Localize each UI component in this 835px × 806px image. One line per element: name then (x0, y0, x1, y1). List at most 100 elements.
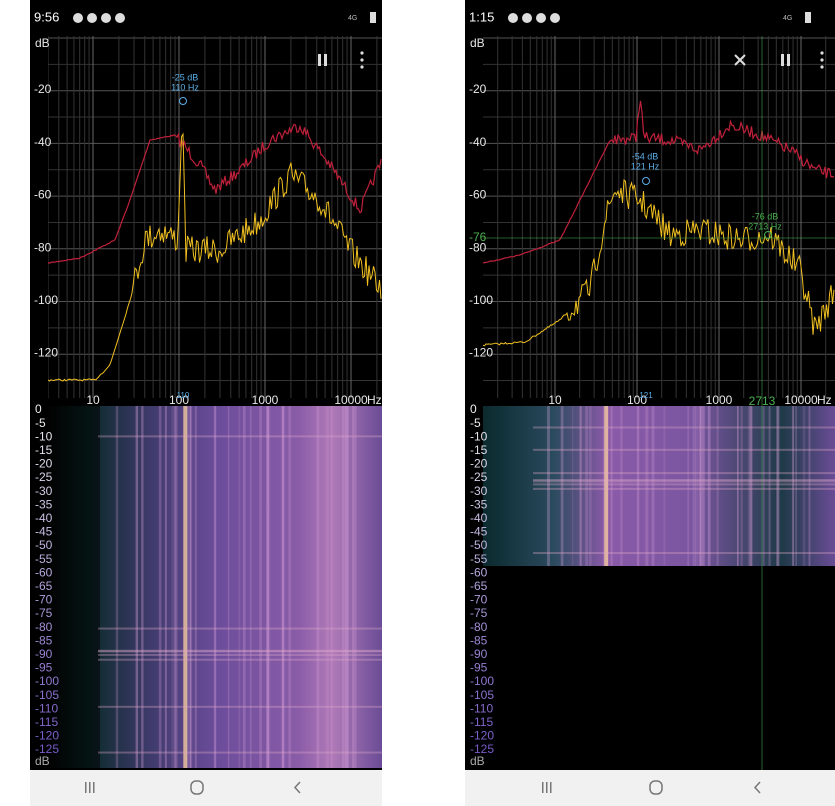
y-tick-label: -80 (34, 240, 52, 254)
status-icon (115, 13, 125, 23)
spectrogram-streak (699, 406, 702, 566)
spectrogram-streak (763, 406, 765, 566)
y-tick-label: -40 (34, 135, 52, 149)
nav-bar (30, 770, 382, 806)
status-icon (508, 13, 518, 23)
spectrogram-peak (604, 406, 609, 566)
marker (642, 177, 650, 185)
spectrogram (483, 406, 835, 566)
spectrogram-label: -85 (470, 633, 488, 647)
spectrogram-label: -75 (35, 606, 53, 620)
status-icon (522, 13, 532, 23)
spectrogram-streak (610, 406, 613, 566)
status-icon (536, 13, 546, 23)
peak-hold-curve (48, 123, 382, 264)
spectrogram-label: -110 (470, 701, 493, 715)
spectrogram-label: -40 (470, 511, 488, 525)
spectrogram-label: -80 (35, 620, 53, 634)
x-tick-label: 10 (86, 393, 100, 407)
spectrogram-band (98, 627, 382, 630)
spectrogram-streak (242, 406, 246, 768)
spectrogram-streak (238, 406, 241, 768)
y-tick-label: -40 (469, 135, 487, 149)
spectrogram-streak (173, 406, 176, 768)
spectrogram-streak (737, 406, 739, 566)
spectrogram-streak (326, 406, 329, 768)
spectrogram-streak (354, 406, 357, 768)
spectrogram-label: -125 (470, 742, 494, 756)
x-unit: Hz (367, 393, 382, 407)
spectrogram-streak (213, 406, 216, 768)
pause-button[interactable] (781, 54, 790, 66)
x-tick-label: 10000 (334, 393, 368, 407)
battery-icon (370, 12, 376, 23)
spectrogram-label: -45 (470, 525, 488, 539)
y-tick-label: -100 (34, 293, 58, 307)
spectrogram-streak (142, 406, 144, 768)
spectrogram-streak (572, 406, 574, 566)
menu-button[interactable] (360, 51, 364, 69)
pause-button[interactable] (318, 54, 327, 66)
spectrogram-streak (695, 406, 697, 566)
spectrogram-label: -5 (35, 416, 46, 430)
spectrogram-streak (808, 406, 811, 566)
recents-button[interactable] (85, 782, 95, 793)
spectrogram-streak (164, 406, 167, 768)
recents-button[interactable] (542, 782, 552, 793)
marker-db: -54 dB (632, 151, 659, 161)
spectrogram-streak (186, 406, 189, 768)
spectrogram-streak (777, 406, 780, 566)
spectrogram-streak (776, 406, 779, 566)
spectrogram-shade (30, 406, 100, 768)
home-button[interactable] (190, 780, 204, 795)
spectrogram-streak (189, 406, 191, 768)
spectrogram-label: -70 (470, 593, 488, 607)
x-tick-label: 10000 (784, 393, 818, 407)
spectrogram-streak (708, 406, 711, 566)
menu-button[interactable] (820, 51, 824, 69)
y-tick-label: -120 (34, 346, 58, 360)
marker-axis-label: 121 (639, 391, 653, 400)
back-button[interactable] (753, 781, 761, 794)
spectrogram-label: -115 (470, 715, 493, 729)
spectrogram-streak (267, 406, 271, 768)
spectrogram-streak (802, 406, 806, 566)
back-button[interactable] (293, 781, 301, 794)
x-tick-label: 100 (169, 393, 189, 407)
spectrogram-label: -90 (35, 647, 53, 661)
spectrogram-label: -15 (35, 443, 53, 457)
spectrogram-streak (589, 406, 592, 566)
spectrogram-streak (165, 406, 167, 768)
spectrogram-streak (227, 406, 230, 768)
spectrogram-streak (187, 406, 191, 768)
spectrogram-label: -60 (35, 565, 53, 579)
spectrogram-peak (183, 406, 188, 768)
spectrogram-label: -40 (35, 511, 53, 525)
screen-right (465, 0, 835, 770)
y-tick-label: -60 (469, 188, 487, 202)
y-tick-label: -120 (469, 346, 493, 360)
home-button[interactable] (649, 780, 663, 795)
spectrogram-label: -30 (35, 484, 53, 498)
spectrogram-streak (687, 406, 690, 566)
spectrogram-streak (281, 406, 284, 768)
close-button[interactable] (734, 54, 746, 66)
spectrogram-unit: dB (35, 754, 50, 768)
marker-db: -25 dB (172, 72, 199, 82)
x-tick-label: 10 (548, 393, 562, 407)
spectrogram-streak (791, 406, 794, 566)
spectrogram-streak (281, 406, 285, 768)
spectrogram-streak (696, 406, 699, 566)
spectrogram-band (533, 479, 835, 482)
spectrogram-label: -90 (470, 647, 488, 661)
spectrum-curve (483, 178, 835, 347)
spectrum-curve (48, 132, 382, 382)
y-tick-label: -20 (34, 82, 52, 96)
spectrogram-band (98, 649, 382, 652)
spectrogram-label: -30 (470, 484, 488, 498)
spectrogram-streak (316, 406, 320, 768)
peak-hold-curve (483, 100, 835, 264)
spectrogram-streak (737, 406, 739, 566)
spectrogram-band (98, 705, 382, 708)
spectrogram-band (98, 650, 382, 653)
